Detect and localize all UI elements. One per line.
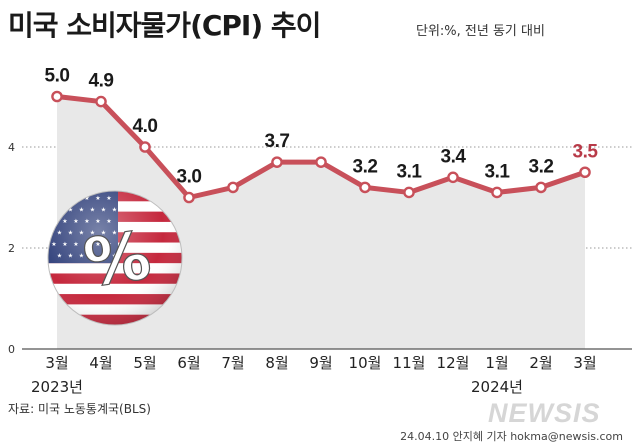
y-tick-label-2: 2: [8, 242, 15, 255]
x-tick-label-0: 3월: [45, 354, 68, 372]
flag-star: ★: [51, 218, 56, 225]
x-tick-label-9: 12월: [437, 354, 470, 372]
data-label-1: 4.9: [89, 71, 114, 92]
x-tick-label-7: 10월: [349, 354, 382, 372]
series-area: [57, 96, 585, 349]
y-tick-label-4: 4: [8, 141, 15, 154]
data-point-8: [403, 186, 415, 199]
data-point-10: [491, 186, 503, 199]
x-tick-label-4: 7월: [221, 354, 244, 372]
data-point-6: [315, 156, 327, 168]
year-label-10: 2024년: [471, 378, 523, 396]
data-point-5: [271, 156, 283, 168]
data-point-4: [227, 181, 239, 194]
x-tick-label-2: 5월: [133, 354, 156, 372]
data-label-9: 3.4: [441, 146, 467, 167]
source-note: 자료: 미국 노동통계국(BLS): [8, 402, 151, 416]
credit-line: 24.04.10 안지혜 기자 hokma@newsis.com: [400, 430, 623, 443]
y-tick-label-0: 0: [8, 343, 15, 356]
data-point-12: [579, 166, 591, 179]
area-layer: [57, 96, 585, 349]
data-label-10: 3.1: [485, 161, 511, 182]
data-label-12: 3.5: [573, 141, 599, 162]
chart-subtitle: 단위:%, 전년 동기 대비: [416, 24, 545, 39]
year-label-0: 2023년: [31, 378, 83, 396]
data-label-0: 5.0: [45, 66, 70, 87]
data-label-2: 4.0: [133, 116, 158, 137]
point-layer: [51, 90, 591, 204]
data-label-8: 3.1: [397, 161, 423, 182]
watermark-logo: NEWSIS: [488, 398, 601, 428]
data-point-0: [51, 90, 63, 103]
data-label-7: 3.2: [353, 156, 378, 177]
us-flag-percent-icon: ★★★★★★★★★★★★★★★★★★★★★★★★★★★★★★★★★★★★%: [47, 190, 183, 326]
data-label-3: 3.0: [177, 167, 202, 188]
chart-title: 미국 소비자물가(CPI) 추이: [8, 9, 321, 42]
data-point-9: [447, 171, 459, 184]
x-tick-label-11: 2월: [529, 354, 552, 372]
x-tick-label-10: 1월: [485, 354, 508, 372]
data-label-5: 3.7: [265, 131, 290, 152]
data-point-11: [535, 181, 547, 194]
x-tick-label-12: 3월: [573, 354, 596, 372]
x-tick-label-6: 9월: [309, 354, 332, 372]
flag-rim: [47, 190, 183, 326]
percent-glyph: %: [79, 217, 155, 302]
data-point-7: [359, 181, 371, 194]
data-point-1: [95, 95, 107, 108]
data-point-3: [183, 191, 195, 204]
label-layer: 5.0 4.9 4.0 3.0 3.7 3.2 3.1 3.4 3.1 3.2 3.5: [45, 66, 599, 188]
x-tick-label-5: 8월: [265, 354, 288, 372]
flag-shading: [48, 191, 182, 325]
x-tick-label-8: 11월: [393, 354, 426, 372]
axis-layer: 0 2 4 3월 4월 5월 6월 7월 8월 9월 10월 11월 12월 1월 2월 3월 2023년 202…: [8, 141, 632, 396]
x-tick-label-3: 6월: [177, 354, 200, 372]
flag-star: ★: [51, 195, 56, 202]
data-label-11: 3.2: [529, 156, 554, 177]
data-point-2: [139, 141, 151, 153]
x-tick-label-1: 4월: [89, 354, 112, 372]
